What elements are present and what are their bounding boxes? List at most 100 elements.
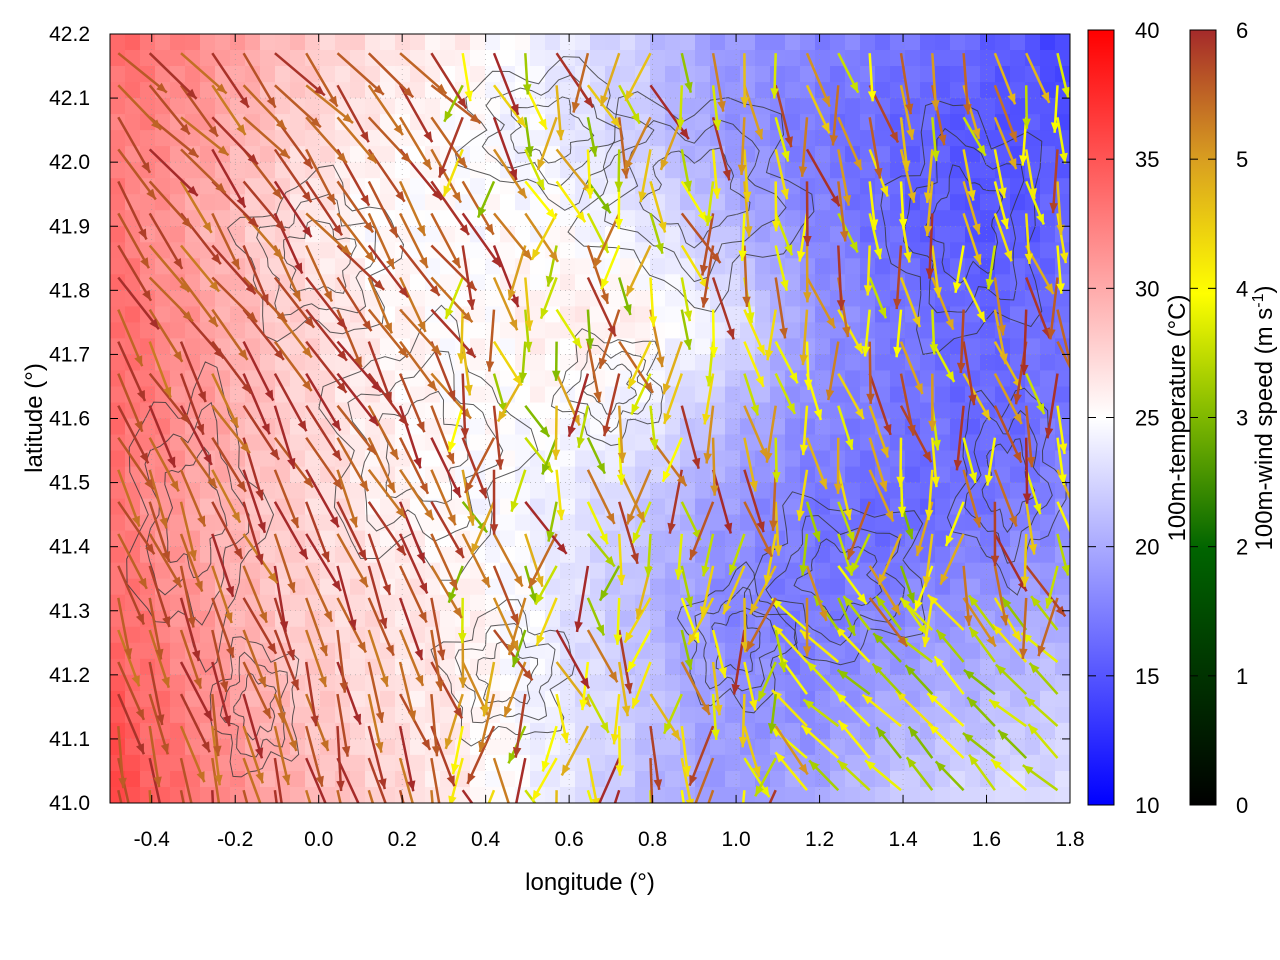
wind-arrow [367, 597, 395, 657]
wind-arrow-head [362, 320, 372, 332]
wind-arrow-head [750, 603, 759, 615]
wind-arrow-head [162, 616, 171, 627]
wind-arrow [602, 373, 621, 437]
wind-arrow-head [789, 372, 798, 384]
heatmap-cell [1040, 338, 1056, 355]
wind-arrow-head [236, 124, 246, 135]
heatmap-cell [935, 578, 951, 596]
heatmap-cell [1055, 258, 1070, 275]
heatmap-cell [560, 82, 576, 99]
heatmap-cell [860, 242, 876, 259]
heatmap-cell [665, 322, 681, 339]
heatmap-cell [515, 546, 531, 564]
heatmap-cell [950, 754, 966, 772]
heatmap-cell [935, 322, 951, 339]
heatmap-cell [800, 706, 816, 724]
wind-arrow [211, 661, 231, 727]
heatmap-cell [185, 242, 201, 259]
wind-arrow-head [738, 737, 748, 748]
wind-arrow-head [867, 91, 877, 102]
heatmap-cell [170, 578, 186, 596]
heatmap-cell [560, 787, 576, 803]
heatmap-cell [845, 482, 861, 500]
wind-arrow [117, 373, 144, 433]
wind-arrow-head [332, 224, 342, 236]
heatmap-cell [185, 258, 201, 275]
wind-arrow-head [749, 480, 758, 492]
wind-arrow-head [462, 311, 473, 323]
heatmap-cell [695, 146, 711, 163]
heatmap-cell [980, 322, 996, 339]
heatmap-cell [1055, 34, 1070, 51]
heatmap-cell [755, 226, 771, 243]
y-tick-label: 41.1 [49, 728, 90, 751]
wind-arrow-head [701, 565, 710, 577]
heatmap-cell [665, 306, 681, 323]
heatmap-cell [785, 66, 801, 83]
heatmap-cell [695, 178, 711, 195]
wind-arrow-head [921, 636, 931, 648]
heatmap-cell [305, 146, 321, 163]
heatmap-cell [620, 754, 636, 772]
heatmap-cell [350, 290, 366, 307]
heatmap-cell [1055, 418, 1070, 436]
wind-arrow-head [770, 88, 779, 99]
heatmap-cell [500, 482, 516, 500]
heatmap-cell [980, 514, 996, 532]
wind-arrow-head [1059, 152, 1068, 164]
heatmap-cell [230, 450, 246, 468]
wind-arrow-head [259, 611, 267, 623]
heatmap-cell [680, 450, 696, 468]
wind-arrow-head [375, 712, 385, 723]
heatmap-cell [770, 450, 786, 468]
wind-arrow-head [444, 110, 453, 122]
heatmap-cell [1055, 450, 1070, 468]
heatmap-cell [980, 290, 996, 307]
wind-arrow-head [968, 472, 978, 483]
heatmap-cell [995, 787, 1011, 803]
heatmap-cell [440, 242, 456, 259]
heatmap-cell [680, 34, 696, 51]
heatmap-cell [110, 130, 126, 147]
wind-arrow-head [632, 697, 641, 709]
wind-arrow-head [593, 391, 602, 403]
wind-arrow-head [191, 650, 201, 661]
wind-arrow-head [319, 644, 328, 656]
heatmap-cell [770, 482, 786, 500]
heatmap-cell [980, 546, 996, 564]
heatmap-cell [515, 771, 531, 788]
wind-arrow-head [437, 649, 446, 661]
heatmap-cell [980, 338, 996, 355]
heatmap-cell [1055, 578, 1070, 596]
heatmap-cell [635, 82, 651, 99]
wind-arrow-head [812, 530, 821, 542]
wind-arrow-head [973, 253, 982, 265]
heatmap-cell [665, 290, 681, 307]
heatmap-cell [530, 354, 546, 371]
wind-arrow [527, 533, 558, 589]
wind-arrow-head [535, 593, 544, 605]
wind-arrow-head [924, 509, 934, 521]
heatmap-cell [710, 194, 726, 211]
wind-arrow-head [196, 771, 205, 783]
wind-arrow-head [917, 624, 928, 635]
wind-arrow-head [1072, 509, 1080, 520]
wind-arrow-head [580, 677, 589, 689]
heatmap-cell [755, 482, 771, 500]
wind-arrow-head [929, 344, 939, 355]
heatmap-cell [245, 34, 261, 51]
wind-arrow-head [636, 511, 645, 523]
wind-arrow-head [541, 760, 550, 772]
wind-arrow-head [1024, 253, 1034, 264]
heatmap-cell [350, 306, 366, 323]
wind-arrow-head [818, 478, 827, 490]
wind-arrow-head [278, 844, 287, 855]
heatmap-cell [110, 482, 126, 500]
heatmap-cell [785, 466, 801, 484]
wind-arrow-head [336, 780, 345, 792]
heatmap-cell [1055, 130, 1070, 147]
heatmap-cell [275, 322, 291, 339]
heatmap-cell [560, 146, 576, 163]
heatmap-cell [860, 34, 876, 51]
